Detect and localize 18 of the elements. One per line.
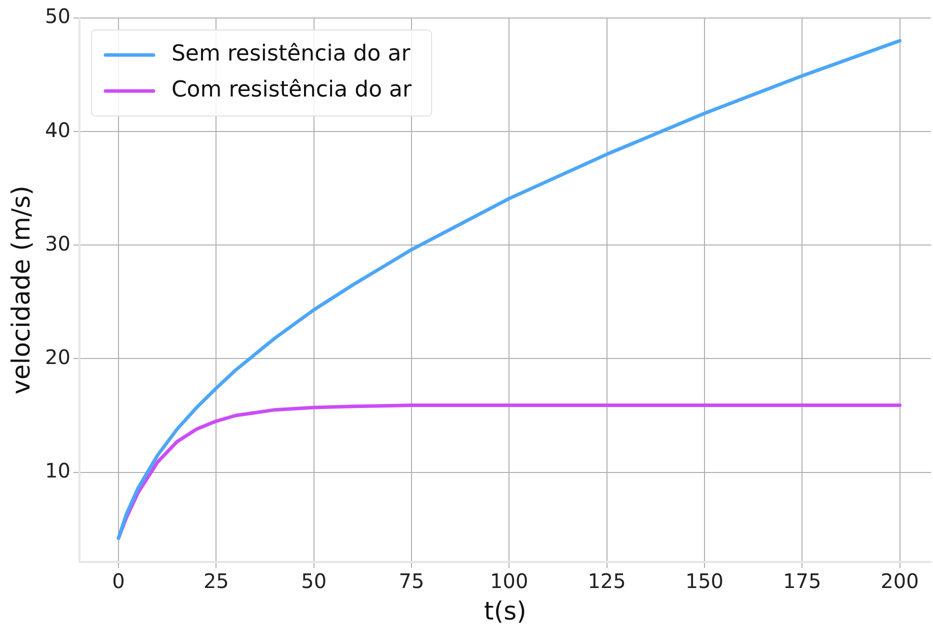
y-tick-label: 30 [44, 231, 70, 256]
y-tick-label: 40 [44, 118, 70, 142]
x-tick-label: 50 [301, 569, 327, 594]
x-tick-label: 75 [398, 569, 424, 594]
legend-label: Sem resistência do ar [171, 42, 412, 67]
y-tick-label: 50 [44, 4, 70, 28]
y-tick-label: 20 [44, 344, 70, 369]
x-tick-label: 0 [112, 569, 125, 594]
x-axis-title: t(s) [484, 596, 526, 626]
x-tick-label: 200 [880, 569, 919, 594]
y-tick-label: 10 [44, 458, 70, 482]
x-tick-label: 125 [588, 569, 626, 594]
x-tick-label: 25 [203, 569, 229, 594]
legend-label: Com resistência do ar [171, 78, 413, 103]
x-tick-label: 150 [685, 569, 724, 594]
x-tick-label: 175 [783, 569, 822, 594]
y-axis-title: velocidade (m/s) [6, 186, 36, 394]
x-tick-label: 100 [490, 569, 528, 594]
